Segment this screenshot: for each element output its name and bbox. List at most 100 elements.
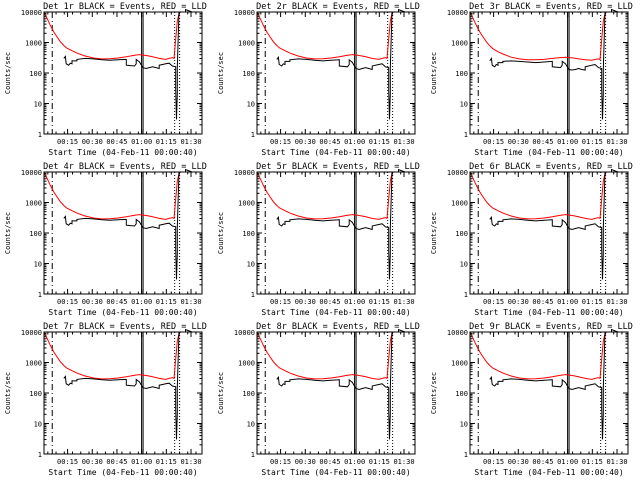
x-tick-label: 00:30 (295, 458, 316, 466)
detector-chart-6: Det 6r BLACK = Events, RED = LLD Counts/s… (430, 162, 633, 317)
y-tick-label: 10 (460, 421, 468, 429)
chart-title: Det 4r BLACK = Events, RED = LLD (43, 162, 207, 172)
y-tick-label: 100 (29, 70, 42, 78)
detector-chart-9: Det 9r BLACK = Events, RED = LLD Counts/s… (430, 322, 633, 477)
detector-chart-4: Det 4r BLACK = Events, RED = LLD Counts/s… (4, 162, 207, 317)
x-tick-label: 01:15 (369, 458, 390, 466)
x-axis-label: Start Time (04-Feb-11 00:00:40) (48, 468, 197, 477)
x-tick-label: 01:15 (582, 298, 603, 306)
chart-title: Det 6r BLACK = Events, RED = LLD (469, 162, 633, 172)
y-tick-label: 1000 (238, 360, 255, 368)
y-tick-label: 10000 (447, 9, 468, 17)
x-tick-label: 01:00 (557, 138, 578, 146)
chart-title: Det 5r BLACK = Events, RED = LLD (256, 162, 420, 172)
x-tick-label: 00:30 (295, 298, 316, 306)
y-axis-label: Counts/sec (4, 52, 12, 94)
x-tick-label: 00:45 (106, 458, 127, 466)
x-tick-label: 01:00 (131, 458, 152, 466)
x-tick-label: 00:15 (57, 458, 78, 466)
x-tick-label: 00:15 (483, 298, 504, 306)
x-axis-label: Start Time (04-Feb-11 00:00:40) (48, 148, 197, 157)
y-tick-label: 100 (242, 390, 255, 398)
detector-chart-8: Det 8r BLACK = Events, RED = LLD Counts/s… (217, 322, 420, 477)
y-tick-label: 1000 (451, 360, 468, 368)
y-tick-label: 10 (247, 261, 255, 269)
chart-title: Det 2r BLACK = Events, RED = LLD (256, 2, 420, 12)
y-tick-label: 1000 (238, 40, 255, 48)
y-tick-label: 10000 (234, 9, 255, 17)
y-tick-label: 10 (247, 101, 255, 109)
y-tick-label: 10 (460, 101, 468, 109)
x-tick-label: 01:15 (156, 138, 177, 146)
y-tick-label: 100 (455, 390, 468, 398)
x-tick-label: 01:00 (131, 298, 152, 306)
y-tick-label: 10000 (21, 329, 42, 337)
x-axis-label: Start Time (04-Feb-11 00:00:40) (474, 468, 623, 477)
y-axis-label: Counts/sec (217, 372, 225, 414)
y-tick-label: 10 (34, 261, 42, 269)
y-axis-label: Counts/sec (430, 212, 438, 254)
y-tick-label: 1 (251, 451, 255, 459)
chart-title: Det 8r BLACK = Events, RED = LLD (256, 322, 420, 332)
y-tick-label: 1 (251, 291, 255, 299)
x-tick-label: 01:30 (180, 458, 201, 466)
x-tick-label: 01:15 (369, 298, 390, 306)
detector-chart-5: Det 5r BLACK = Events, RED = LLD Counts/s… (217, 162, 420, 317)
detector-chart-2: Det 2r BLACK = Events, RED = LLD Counts/s… (217, 2, 420, 157)
y-tick-label: 1000 (238, 200, 255, 208)
x-axis-label: Start Time (04-Feb-11 00:00:40) (261, 468, 410, 477)
x-axis-label: Start Time (04-Feb-11 00:00:40) (474, 148, 623, 157)
series-events-line (63, 8, 202, 120)
x-tick-label: 00:30 (508, 298, 529, 306)
x-tick-label: 00:45 (532, 298, 553, 306)
x-tick-label: 01:30 (393, 458, 414, 466)
x-tick-label: 00:45 (319, 298, 340, 306)
y-tick-label: 1 (251, 131, 255, 139)
series-events-line (489, 168, 628, 280)
x-tick-label: 00:45 (532, 138, 553, 146)
x-tick-label: 00:45 (532, 458, 553, 466)
series-events-line (63, 328, 202, 440)
series-events-line (276, 328, 415, 440)
x-tick-label: 00:30 (82, 458, 103, 466)
x-tick-label: 01:15 (582, 458, 603, 466)
x-tick-label: 01:00 (557, 298, 578, 306)
y-tick-label: 1 (38, 451, 42, 459)
y-tick-label: 1000 (451, 40, 468, 48)
x-tick-label: 00:15 (483, 138, 504, 146)
y-axis-label: Counts/sec (4, 212, 12, 254)
y-tick-label: 1 (464, 291, 468, 299)
y-tick-label: 10 (247, 421, 255, 429)
y-tick-label: 10000 (234, 329, 255, 337)
detector-chart-1: Det 1r BLACK = Events, RED = LLD Counts/s… (4, 2, 207, 157)
y-tick-label: 100 (455, 70, 468, 78)
chart-title: Det 3r BLACK = Events, RED = LLD (469, 2, 633, 12)
y-axis-label: Counts/sec (430, 52, 438, 94)
x-tick-label: 01:15 (156, 458, 177, 466)
x-tick-label: 00:30 (508, 138, 529, 146)
y-tick-label: 10000 (21, 9, 42, 17)
y-tick-label: 1 (38, 291, 42, 299)
x-tick-label: 00:45 (319, 138, 340, 146)
y-tick-label: 10000 (447, 169, 468, 177)
y-tick-label: 100 (455, 230, 468, 238)
series-events-line (63, 168, 202, 280)
y-tick-label: 1000 (25, 200, 42, 208)
x-axis-label: Start Time (04-Feb-11 00:00:40) (474, 308, 623, 317)
x-tick-label: 01:00 (344, 298, 365, 306)
x-tick-label: 00:30 (82, 138, 103, 146)
y-tick-label: 10000 (234, 169, 255, 177)
chart-title: Det 1r BLACK = Events, RED = LLD (43, 2, 207, 12)
x-axis-label: Start Time (04-Feb-11 00:00:40) (261, 308, 410, 317)
x-tick-label: 01:00 (344, 458, 365, 466)
x-axis-label: Start Time (04-Feb-11 00:00:40) (261, 148, 410, 157)
x-tick-label: 00:15 (57, 138, 78, 146)
series-events-line (276, 8, 415, 120)
y-tick-label: 100 (29, 230, 42, 238)
x-tick-label: 00:15 (270, 298, 291, 306)
x-tick-label: 00:30 (508, 458, 529, 466)
y-tick-label: 10 (460, 261, 468, 269)
detector-chart-3: Det 3r BLACK = Events, RED = LLD Counts/s… (430, 2, 633, 157)
x-tick-label: 01:15 (582, 138, 603, 146)
